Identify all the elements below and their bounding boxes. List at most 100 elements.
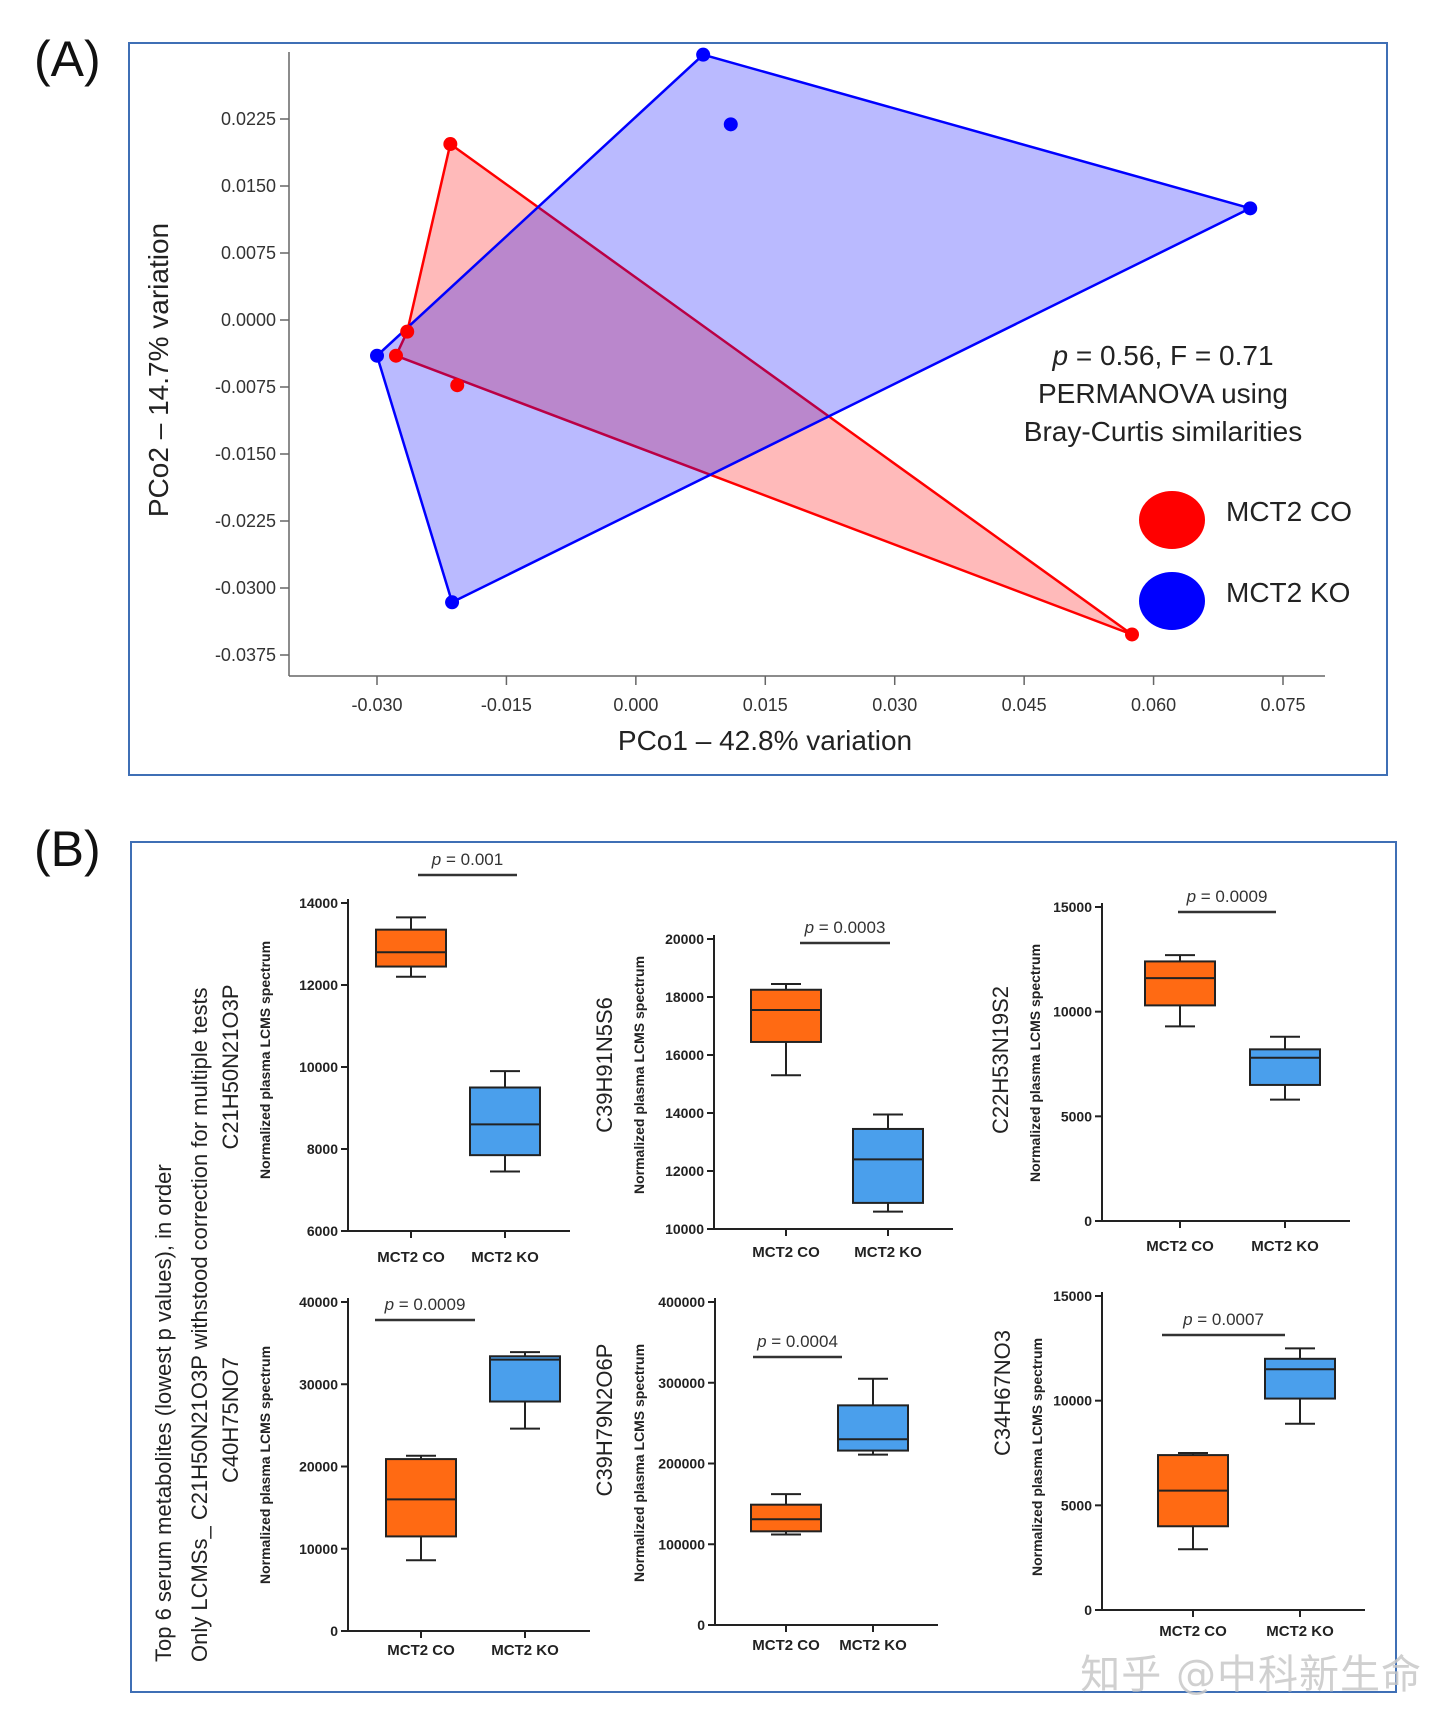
point-ko-1 (696, 47, 711, 62)
x-tick-label: 0.045 (1002, 695, 1047, 715)
category-label: MCT2 KO (1266, 1623, 1334, 1640)
category-label: MCT2 CO (377, 1249, 445, 1266)
p-value: = 0.0009 (394, 1295, 465, 1314)
y-tick-label: 14000 (299, 895, 338, 911)
point-co-4 (450, 378, 465, 393)
p-value-label: p = 0.0007 (1182, 1310, 1264, 1329)
y-tick-label: -0.0225 (215, 511, 276, 531)
y-tick-label: -0.0375 (215, 645, 276, 665)
category-label: MCT2 KO (471, 1249, 539, 1266)
x-tick-label: -0.030 (351, 695, 402, 715)
y-tick-label: 300000 (658, 1375, 705, 1391)
p-symbol: p (756, 1332, 766, 1351)
y-tick-label: 0.0075 (221, 243, 276, 263)
pcoa-stats-line3: Bray-Curtis similarities (1024, 416, 1302, 447)
y-tick-label: 15000 (1053, 1288, 1092, 1304)
p-value: = 0.0004 (767, 1332, 838, 1351)
point-ko-2 (723, 117, 738, 132)
y-tick-label: 20000 (665, 931, 704, 947)
panel-a-frame (128, 42, 1388, 776)
box-ko (489, 1355, 561, 1403)
category-label: MCT2 CO (1146, 1238, 1214, 1255)
point-co-5 (1125, 627, 1139, 642)
y-tick-label: 14000 (665, 1105, 704, 1121)
y-tick-label: -0.0150 (215, 444, 276, 464)
x-tick-label: 0.015 (743, 695, 788, 715)
y-tick-label: 200000 (658, 1456, 705, 1472)
point-ko-5 (445, 595, 460, 610)
y-tick-label: 0.0225 (221, 109, 276, 129)
metabolite-label: C21H50N21O3P (218, 984, 243, 1149)
box-co (385, 1458, 457, 1538)
box-ko (1249, 1048, 1321, 1086)
x-tick-label: 0.075 (1260, 695, 1305, 715)
p-symbol: p (804, 918, 814, 937)
y-tick-label: 6000 (307, 1223, 338, 1239)
x-axis-title: PCo1 – 42.8% variation (618, 725, 912, 756)
p-value-label: p = 0.0009 (1186, 887, 1268, 906)
y-tick-label: -0.0075 (215, 377, 276, 397)
box-co (750, 1503, 822, 1533)
x-tick-label: 0.060 (1131, 695, 1176, 715)
y-tick-label: 18000 (665, 989, 704, 1005)
p-value-label: p = 0.001 (431, 850, 503, 869)
panel-b-label: (B) (34, 821, 101, 877)
panel-b-frame (130, 841, 1397, 1693)
p-symbol: p (384, 1295, 394, 1314)
point-co-3 (388, 348, 403, 363)
x-tick-label: -0.015 (481, 695, 532, 715)
boxplot-3: 0 5000 10000 15000 MCT2 CO MCT2 KO p = 0.0009 C… (988, 887, 1350, 1255)
legend-ko-marker (1139, 572, 1205, 630)
panel-a-label: (A) (34, 31, 101, 87)
p-value: = 0.0003 (814, 918, 885, 937)
y-axis-title: Normalized plasma LCMS spectrum (631, 1344, 647, 1582)
metabolite-label: C22H53N19S2 (988, 986, 1013, 1134)
box-co (375, 928, 447, 968)
y-tick-label: 5000 (1061, 1108, 1092, 1124)
box-ko (1264, 1357, 1336, 1400)
p-value: = 0.0007 (1193, 1310, 1264, 1329)
y-tick-label: -0.0300 (215, 578, 276, 598)
box-ko (469, 1086, 541, 1157)
p-symbol: p (1186, 887, 1196, 906)
watermark: 知乎 @中科新生命 (1080, 1652, 1422, 1698)
p-value: = 0.0009 (1196, 887, 1267, 906)
y-tick-label: 0 (1084, 1602, 1092, 1618)
y-tick-label: 16000 (665, 1047, 704, 1063)
x-tick-label: 0.000 (613, 695, 658, 715)
category-label: MCT2 CO (387, 1642, 455, 1659)
boxplot-1: 6000 8000 10000 12000 14000 MCT2 CO MCT2 KO p =… (218, 850, 570, 1266)
y-tick-label: 0.0000 (221, 310, 276, 330)
boxplot-5: 0 100000 200000 300000 400000 MCT2 CO MCT2 KO p… (592, 1294, 938, 1654)
point-ko-4 (370, 348, 384, 363)
point-co-2 (400, 324, 415, 339)
y-tick-label: 0 (697, 1617, 705, 1633)
category-label: MCT2 CO (752, 1637, 820, 1654)
p-value-label: p = 0.0003 (804, 918, 886, 937)
box-ko (852, 1127, 924, 1204)
y-tick-label: 400000 (658, 1294, 705, 1310)
y-tick-label: 30000 (299, 1376, 338, 1392)
pcoa-stats-line1: p = 0.56, F = 0.71 (1051, 340, 1273, 371)
y-tick-label: 12000 (299, 977, 338, 993)
pcoa-stats-line2: PERMANOVA using (1038, 378, 1288, 409)
p-symbol: p (431, 850, 441, 869)
legend-co-marker (1139, 491, 1205, 549)
point-ko-3 (1243, 201, 1258, 216)
y-tick-label: 0 (330, 1623, 338, 1639)
x-tick-label: 0.030 (872, 695, 917, 715)
y-axis-title: Normalized plasma LCMS spectrum (631, 956, 647, 1194)
pcoa-chart: 0.0225 0.0150 0.0075 0.0000 -0.0075 -0.0150 -0… (143, 47, 1352, 756)
y-tick-label: 8000 (307, 1141, 338, 1157)
box-co (1144, 960, 1216, 1007)
category-label: MCT2 CO (1159, 1623, 1227, 1640)
y-axis-title: Normalized plasma LCMS spectrum (257, 1346, 273, 1584)
box-ko (837, 1404, 909, 1452)
p-value: = 0.001 (441, 850, 503, 869)
category-label: MCT2 KO (839, 1637, 907, 1654)
metabolite-label: C39H91N5S6 (592, 997, 617, 1133)
point-co-1 (443, 137, 458, 152)
y-tick-label: 15000 (1053, 899, 1092, 915)
y-tick-label: 10000 (299, 1541, 338, 1557)
